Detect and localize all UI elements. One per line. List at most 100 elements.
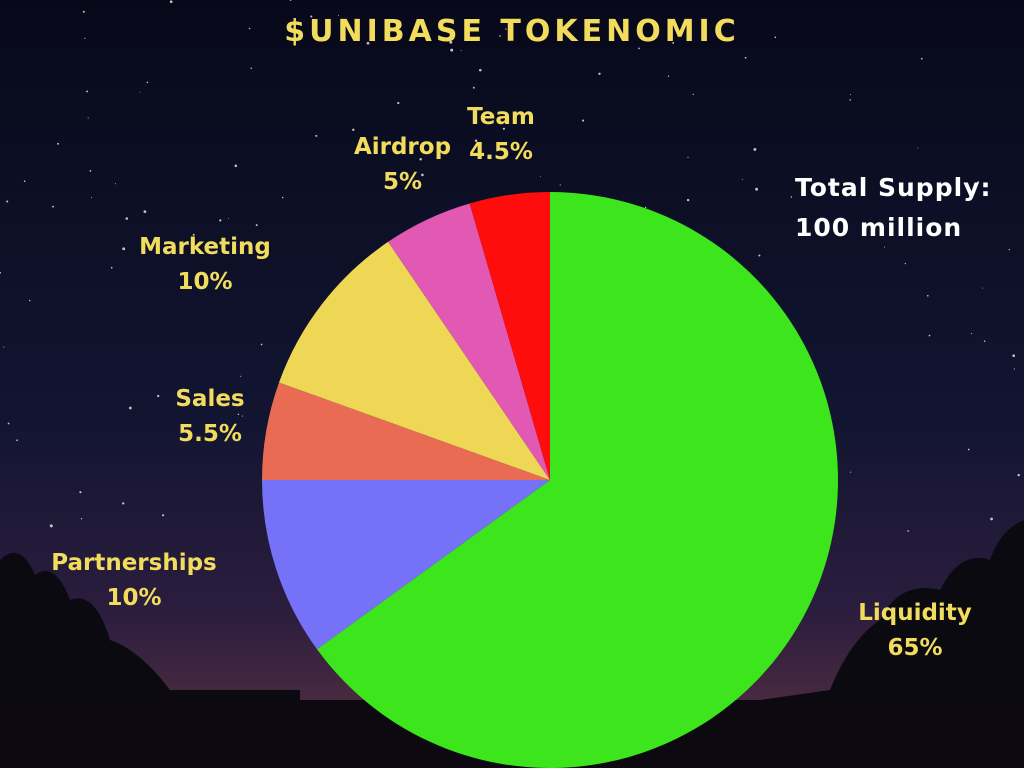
slice-value-marketing: 10% (177, 269, 233, 295)
slice-value-partnerships: 10% (106, 585, 162, 611)
star (310, 15, 313, 18)
star (908, 192, 911, 194)
star (169, 0, 173, 4)
star (248, 247, 251, 250)
star (1013, 368, 1015, 370)
star (1008, 248, 1010, 251)
pie-slice-marketing (279, 241, 550, 480)
star (884, 246, 886, 248)
slice-value-sales: 5.5% (178, 421, 242, 447)
slice-name-sales: Sales (175, 386, 245, 412)
star (983, 340, 986, 342)
star (237, 413, 240, 416)
star (139, 91, 141, 93)
star (758, 254, 761, 257)
star (241, 415, 243, 417)
star (3, 346, 5, 348)
slice-name-marketing: Marketing (139, 234, 271, 260)
star (110, 266, 113, 269)
star (421, 173, 424, 177)
star (128, 406, 132, 410)
star (315, 134, 318, 137)
star (920, 57, 923, 60)
pie-slice-sales (262, 382, 550, 480)
slice-name-partnerships: Partnerships (51, 550, 217, 576)
star (419, 158, 422, 161)
star (79, 491, 82, 494)
star (397, 101, 400, 105)
star (479, 68, 482, 72)
star (234, 164, 238, 168)
star (1017, 473, 1020, 477)
star (255, 224, 258, 227)
star (91, 197, 92, 198)
star (598, 72, 601, 75)
star (472, 86, 475, 89)
star (338, 14, 339, 16)
star (52, 205, 54, 208)
pie-slice-team (469, 192, 550, 480)
star (850, 94, 851, 95)
star (82, 10, 85, 13)
star (219, 219, 222, 222)
star (228, 217, 230, 219)
star (84, 37, 86, 39)
star (850, 471, 852, 473)
pie-slice-airdrop (388, 203, 550, 480)
star (926, 294, 929, 297)
star (971, 333, 973, 335)
slice-label-team: Team 4.5% (455, 100, 547, 170)
star (122, 502, 125, 505)
star (990, 517, 993, 521)
star (559, 184, 561, 186)
pie-slice-partnerships (262, 480, 550, 650)
total-supply-annotation: Total Supply: 100 million (795, 168, 991, 248)
star (289, 0, 292, 1)
star (87, 117, 89, 119)
star (686, 198, 690, 202)
star (502, 127, 505, 130)
star (162, 514, 165, 517)
star (539, 175, 541, 177)
slice-label-airdrop: Airdrop 5% (345, 130, 460, 200)
star (86, 90, 89, 93)
star (16, 439, 18, 442)
star (982, 287, 983, 289)
star (741, 178, 743, 180)
star (638, 47, 640, 50)
slice-label-marketing: Marketing 10% (130, 230, 280, 300)
star (89, 170, 92, 172)
star (57, 142, 60, 145)
star (80, 518, 83, 520)
star (755, 187, 759, 191)
star (917, 147, 919, 149)
star (248, 27, 251, 30)
star (240, 375, 242, 377)
star (449, 40, 453, 44)
star (692, 93, 694, 96)
star (366, 41, 370, 45)
star (114, 183, 116, 185)
star (122, 247, 126, 251)
star (460, 50, 462, 51)
slice-label-sales: Sales 5.5% (160, 382, 260, 452)
star (125, 217, 129, 220)
star (192, 233, 195, 236)
star (907, 530, 910, 532)
star (928, 334, 931, 337)
star (28, 299, 31, 302)
star (0, 271, 1, 274)
pie-slice-liquidity (317, 192, 838, 768)
star (977, 181, 979, 183)
star (672, 41, 675, 44)
star (774, 36, 777, 39)
star (260, 343, 263, 346)
slice-value-airdrop: 5% (382, 169, 423, 195)
star (450, 48, 454, 52)
star (146, 81, 149, 84)
star (157, 394, 160, 398)
star (687, 156, 689, 158)
star (1012, 354, 1016, 358)
star (352, 128, 355, 132)
